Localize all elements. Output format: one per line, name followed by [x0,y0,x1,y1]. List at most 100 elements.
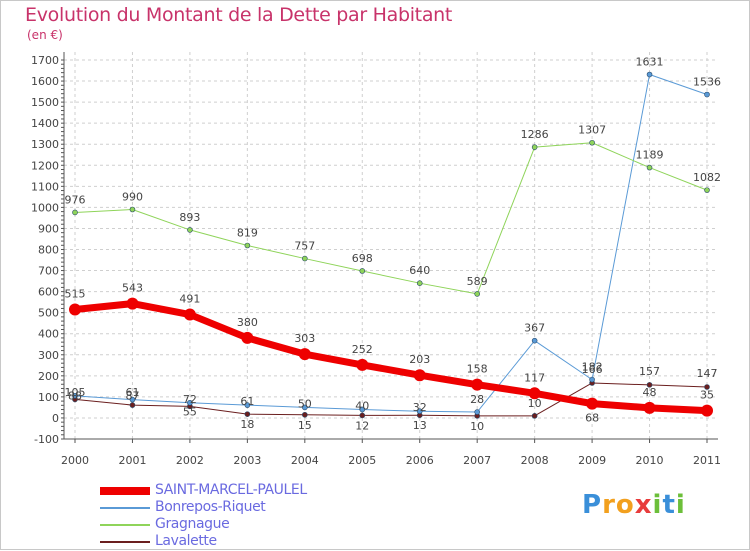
logo-letter: i [652,490,663,520]
y-tick-label: 1200 [31,159,59,172]
y-tick-label: 0 [52,412,59,425]
data-label-gragnague: 1082 [693,171,721,184]
data-point-gragnague [129,206,136,213]
data-label-lavalette: 10 [528,397,542,410]
data-label-saint-marcel-paulel: 68 [585,412,599,425]
data-point-saint-marcel-paulel [126,297,139,310]
logo-letter: x [634,490,653,520]
logo-letter: o [615,490,635,520]
data-label-bonrepos-riquet: 1631 [636,56,664,69]
legend-label: SAINT-MARCEL-PAULEL [155,482,307,498]
proxiti-logo: Proxiti [582,490,686,520]
data-label-lavalette: 61 [125,386,139,399]
data-label-lavalette: 12 [355,419,369,432]
data-label-gragnague: 819 [237,226,258,239]
y-tick-label: 1600 [31,75,59,88]
data-point-bonrepos-riquet [359,406,366,413]
data-label-bonrepos-riquet: 50 [298,397,312,410]
data-point-lavalette [704,384,710,390]
logo-letter: t [662,490,676,520]
logo-letter: r [602,490,616,520]
legend-label: Bonrepos-Riquet [155,499,266,515]
data-point-gragnague [302,255,308,262]
y-tick-label: 1100 [31,180,59,193]
data-label-bonrepos-riquet: 40 [355,400,369,413]
data-point-gragnague [72,209,78,216]
data-point-gragnague [704,187,710,193]
data-label-bonrepos-riquet: 87 [125,390,139,403]
data-label-gragnague: 1189 [636,149,664,162]
x-tick-label: 2002 [176,454,204,467]
y-tick-label: 1400 [31,117,59,130]
data-point-saint-marcel-paulel [69,303,81,316]
data-point-saint-marcel-paulel [413,369,426,382]
data-label-gragnague: 893 [179,211,200,224]
y-tick-label: 1500 [31,96,59,109]
data-point-saint-marcel-paulel [586,397,599,410]
data-label-saint-marcel-paulel: 48 [643,386,657,399]
data-point-bonrepos-riquet [416,408,423,415]
data-point-bonrepos-riquet [187,399,193,406]
y-tick-label: 300 [38,349,59,362]
data-point-bonrepos-riquet [704,91,710,98]
series-line-saint-marcel-paulel [71,300,711,415]
y-tick-label: 400 [38,328,59,341]
logo-letter: i [675,490,686,520]
x-tick-label: 2001 [118,454,146,467]
data-point-bonrepos-riquet [646,71,653,78]
legend-swatch [100,524,150,526]
data-label-saint-marcel-paulel: 491 [179,293,200,306]
data-point-saint-marcel-paulel [471,378,484,391]
data-point-gragnague [589,139,595,146]
data-point-saint-marcel-paulel [643,401,656,414]
y-tick-label: 600 [38,286,59,299]
data-label-saint-marcel-paulel: 35 [700,389,714,402]
data-label-saint-marcel-paulel: 380 [237,316,258,329]
legend-label: Gragnague [155,516,230,532]
data-point-gragnague [416,280,423,286]
data-label-saint-marcel-paulel: 303 [294,332,315,345]
data-label-bonrepos-riquet: 61 [240,395,254,408]
data-label-bonrepos-riquet: 28 [470,393,484,406]
data-label-lavalette: 15 [298,419,312,432]
data-point-bonrepos-riquet [474,409,480,415]
legend-swatch [100,507,150,509]
data-point-bonrepos-riquet [589,376,595,383]
data-point-lavalette [302,411,308,418]
data-label-bonrepos-riquet: 182 [582,361,603,374]
data-point-gragnague [187,227,193,233]
data-point-lavalette [531,413,538,419]
data-point-bonrepos-riquet [531,337,538,344]
data-label-gragnague: 589 [467,275,488,288]
data-label-bonrepos-riquet: 105 [65,386,86,399]
data-label-lavalette: 18 [240,418,254,431]
data-label-lavalette: 166 [582,363,603,376]
data-point-gragnague [531,144,538,150]
data-label-lavalette: 147 [697,367,718,380]
x-tick-label: 2006 [406,454,434,467]
data-point-bonrepos-riquet [129,396,136,403]
data-point-saint-marcel-paulel [183,308,196,321]
y-tick-label: 1300 [31,138,59,151]
data-label-lavalette: 55 [183,405,197,418]
data-point-bonrepos-riquet [244,402,251,408]
data-point-saint-marcel-paulel [241,331,254,344]
y-tick-label: 1700 [31,54,59,67]
y-tick-label: 900 [38,222,59,235]
data-point-gragnague [359,268,366,274]
plot-area [64,52,718,439]
y-tick-label: 800 [38,244,59,257]
data-label-gragnague: 1286 [521,128,549,141]
data-label-lavalette: 10 [470,420,484,433]
data-label-lavalette: 13 [413,419,427,432]
data-label-lavalette: 157 [639,365,660,378]
data-label-saint-marcel-paulel: 252 [352,343,373,356]
y-tick-label: 200 [38,370,59,383]
data-label-saint-marcel-paulel: 158 [467,363,488,376]
series-line-bonrepos-riquet [74,74,708,413]
data-point-lavalette [359,412,366,419]
x-tick-label: 2009 [578,454,606,467]
data-point-gragnague [474,291,480,297]
chart-subtitle: (en €) [27,28,63,42]
legend-swatch [100,541,150,543]
